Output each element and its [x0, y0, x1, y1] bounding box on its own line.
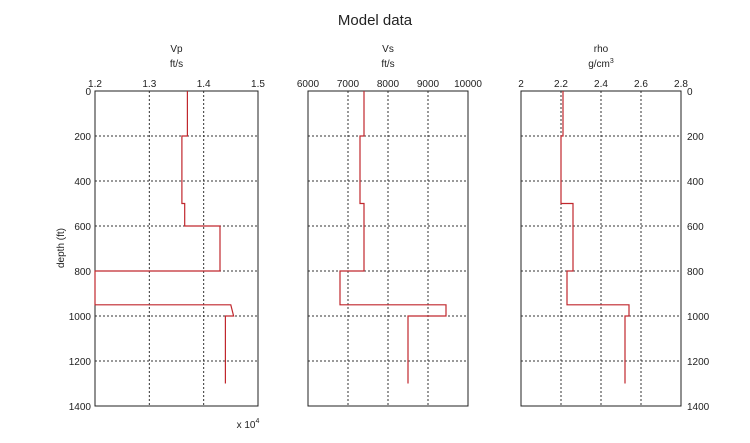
y-tick-label: 0: [85, 87, 91, 98]
y-tick-label: 800: [74, 267, 91, 278]
y-tick-label: 1400: [69, 402, 92, 413]
x-tick-label: 2.8: [674, 79, 688, 90]
series-line-rho: [560, 91, 630, 384]
x-tick-label: 2.2: [554, 79, 568, 90]
y-tick-label: 400: [687, 177, 704, 188]
x-multiplier-label: x 104: [237, 418, 260, 431]
y-tick-label: 800: [687, 267, 704, 278]
y-tick-label: 1400: [687, 402, 710, 413]
x-tick-label: 2.6: [634, 79, 648, 90]
x-tick-label: 2.4: [594, 79, 608, 90]
panel-unit: ft/s: [381, 59, 394, 70]
axes-frame: [94, 90, 259, 407]
y-tick-label: 1000: [69, 312, 92, 323]
figure-title: Model data: [338, 12, 413, 29]
panel-unit: ft/s: [170, 59, 183, 70]
x-tick-label: 1.3: [142, 79, 156, 90]
panel-vp: Vp ft/s 1.2 1.3 1.4 1.5 0 200 400 600 800 1000 1200 1…: [69, 44, 266, 431]
x-multiplier-exponent: 4: [256, 418, 260, 425]
series-line-vp: [94, 91, 235, 384]
series-line-vs: [339, 91, 447, 384]
panel-title: Vp: [170, 44, 183, 55]
y-tick-label: 200: [74, 132, 91, 143]
y-tick-label: 1200: [69, 357, 92, 368]
axes-frame: [520, 90, 682, 407]
y-tick-label: 600: [74, 222, 91, 233]
x-tick-label: 9000: [417, 79, 440, 90]
x-tick-label: 8000: [377, 79, 400, 90]
y-tick-label: 1000: [687, 312, 710, 323]
y-tick-label: 200: [687, 132, 704, 143]
x-tick-label: 7000: [337, 79, 360, 90]
panel-vs: Vs ft/s 6000 7000 8000 9000 10000: [297, 44, 482, 407]
y-tick-label: 0: [687, 87, 693, 98]
unit-superscript: 3: [610, 58, 614, 65]
y-tick-label: 400: [74, 177, 91, 188]
panel-title: Vs: [382, 44, 394, 55]
panel-unit: g/cm3: [588, 58, 614, 70]
x-tick-label: 10000: [454, 79, 482, 90]
y-tick-label: 600: [687, 222, 704, 233]
panel-rho: rho g/cm3 2 2.2 2.4 2.6 2.80 200 400 600 800 1000 12…: [518, 44, 709, 413]
axes-frame: [307, 90, 469, 407]
x-tick-label: 1.4: [197, 79, 211, 90]
x-tick-label: 1.5: [251, 79, 265, 90]
panels-group: Vp ft/s 1.2 1.3 1.4 1.5 0 200 400 600 800 1000 1200 1…: [69, 44, 710, 431]
panel-title: rho: [594, 44, 609, 55]
x-tick-label: 2: [518, 79, 524, 90]
y-axis-label: depth (ft): [56, 228, 67, 268]
x-tick-label: 1.2: [88, 79, 102, 90]
y-tick-label: 1200: [687, 357, 710, 368]
x-tick-label: 6000: [297, 79, 320, 90]
